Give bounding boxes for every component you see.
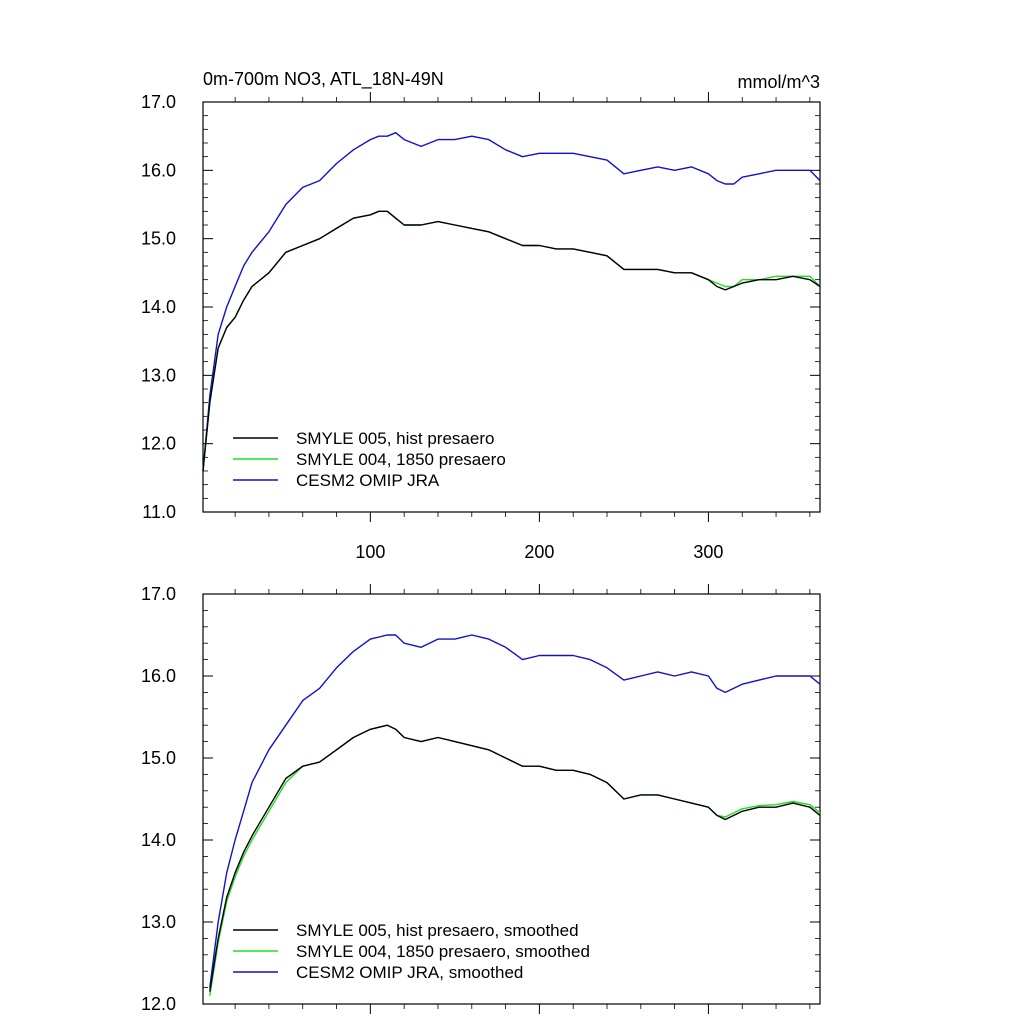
legend-label-0: SMYLE 005, hist presaero, smoothed bbox=[296, 921, 579, 940]
y-tick-label: 13.0 bbox=[141, 912, 176, 932]
legend-label-2: CESM2 OMIP JRA bbox=[296, 471, 440, 490]
legend-label-1: SMYLE 004, 1850 presaero, smoothed bbox=[296, 942, 590, 961]
y-tick-label: 16.0 bbox=[141, 666, 176, 686]
y-tick-label: 15.0 bbox=[141, 229, 176, 249]
series-line-0 bbox=[209, 724, 821, 992]
y-tick-label: 12.0 bbox=[141, 434, 176, 454]
x-tick-label: 300 bbox=[693, 542, 723, 562]
legend-label-2: CESM2 OMIP JRA, smoothed bbox=[296, 963, 523, 982]
legend-label-0: SMYLE 005, hist presaero bbox=[296, 429, 494, 448]
y-tick-label: 15.0 bbox=[141, 748, 176, 768]
top-panel: 0m-700m NO3, ATL_18N-49N mmol/m^3 11.0 12… bbox=[141, 69, 821, 562]
y-tick-label: 14.0 bbox=[141, 830, 176, 850]
y-tick-label: 12.0 bbox=[141, 994, 176, 1014]
units-label: mmol/m^3 bbox=[738, 72, 820, 92]
panel-title: 0m-700m NO3, ATL_18N-49N bbox=[203, 69, 444, 90]
legend-label-1: SMYLE 004, 1850 presaero bbox=[296, 450, 506, 469]
plot-area-bottom: 12.0 13.0 14.0 15.0 16.0 17.0 SMYLE 005, hist … bbox=[141, 584, 821, 1014]
y-tick-label: 16.0 bbox=[141, 160, 176, 180]
y-tick-label: 13.0 bbox=[141, 365, 176, 385]
series-line-2 bbox=[202, 131, 821, 472]
bottom-panel: 12.0 13.0 14.0 15.0 16.0 17.0 SMYLE 005, hist … bbox=[141, 584, 821, 1014]
y-tick-label: 14.0 bbox=[141, 297, 176, 317]
y-tick-label: 17.0 bbox=[141, 92, 176, 112]
series-line-0 bbox=[202, 210, 821, 472]
plot-area-top: 11.0 12.0 13.0 14.0 15.0 16.0 17.0 100 200 300 SMY… bbox=[141, 92, 821, 562]
y-tick-label: 11.0 bbox=[142, 502, 176, 522]
y-tick-label: 17.0 bbox=[141, 584, 176, 604]
x-tick-label: 200 bbox=[524, 542, 554, 562]
x-tick-label: 100 bbox=[355, 542, 385, 562]
plot-frame bbox=[202, 593, 821, 1005]
series-line-2 bbox=[209, 634, 821, 988]
